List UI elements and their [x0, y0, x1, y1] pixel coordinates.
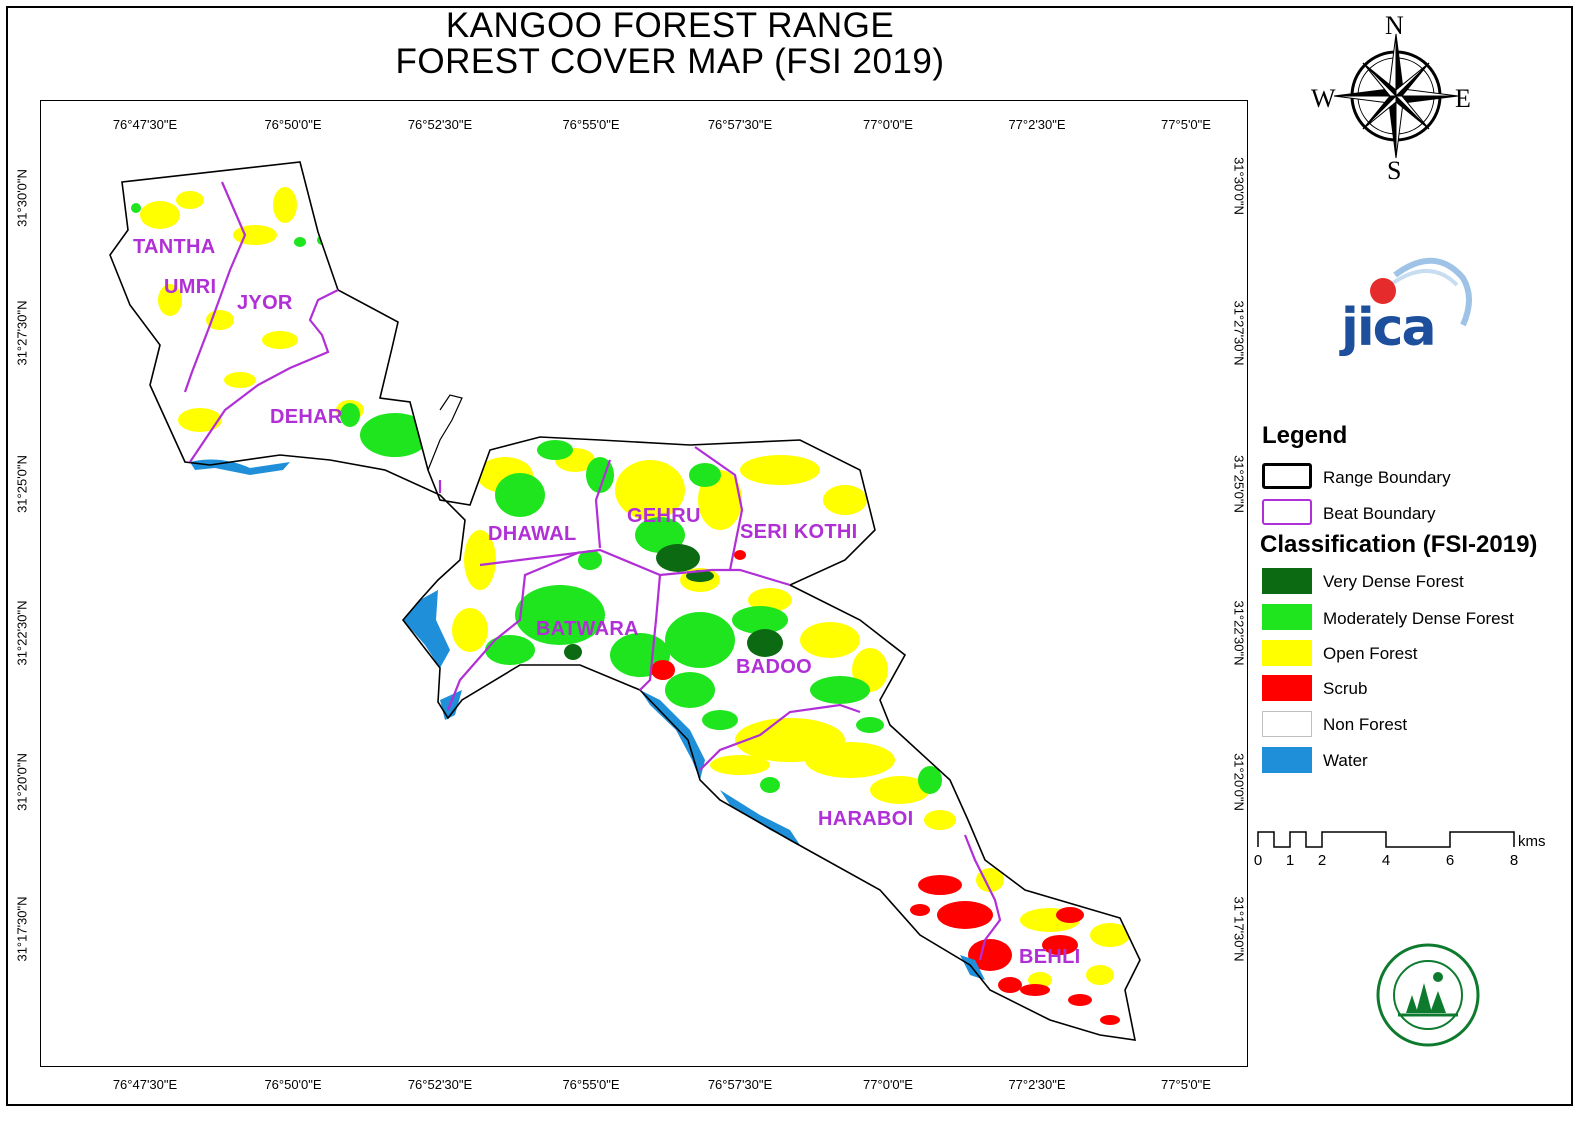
- legend-label-moderately-dense-forest: Moderately Dense Forest: [1323, 609, 1514, 628]
- legend-swatch-range-boundary: [1262, 463, 1312, 489]
- forest-department-seal: [1376, 943, 1480, 1047]
- beat-label-gehru: GEHRU: [627, 505, 701, 527]
- scale-label: 2: [1317, 852, 1327, 869]
- compass-west: W: [1311, 84, 1336, 113]
- beat-label-dhawal: DHAWAL: [488, 523, 577, 545]
- beat-label-seri-kothi: SERI KOTHI: [740, 521, 858, 543]
- legend-label-very-dense-forest: Very Dense Forest: [1323, 572, 1464, 591]
- jica-logo: [1370, 257, 1472, 327]
- lon-tick-top: 76°52'30"E: [407, 117, 473, 132]
- range-boundary: [109, 161, 1141, 1041]
- legend-swatch-moderately-dense-forest: [1262, 604, 1312, 630]
- lon-tick-bottom: 76°55'0"E: [562, 1077, 620, 1092]
- compass-south: S: [1387, 156, 1402, 185]
- lon-tick-top: 77°0'0"E: [863, 117, 913, 132]
- legend-label-beat-boundary: Beat Boundary: [1323, 504, 1436, 523]
- scale-label: 1: [1285, 852, 1295, 869]
- scale-label: 4: [1381, 852, 1391, 869]
- lon-tick-bottom: 76°57'30"E: [707, 1077, 773, 1092]
- lon-tick-top: 77°5'0"E: [1161, 117, 1211, 132]
- lon-tick-top: 76°57'30"E: [707, 117, 773, 132]
- lon-tick-bottom: 76°52'30"E: [407, 1077, 473, 1092]
- scrub-patches: [651, 550, 1120, 1025]
- legend-label-non-forest: Non Forest: [1323, 715, 1408, 734]
- beat-label-haraboi: HARABOI: [818, 808, 914, 830]
- legend-label-range-boundary: Range Boundary: [1323, 468, 1451, 487]
- map-title-line-2: FOREST COVER MAP (FSI 2019): [395, 42, 945, 81]
- compass-north: N: [1385, 11, 1404, 40]
- beat-label-tantha: TANTHA: [133, 236, 216, 258]
- outer-frame: [6, 6, 1573, 1106]
- legend-swatch-open-forest: [1262, 640, 1312, 666]
- legend-swatch-beat-boundary: [1262, 499, 1312, 525]
- beat-label-badoo: BADOO: [736, 656, 812, 678]
- lon-tick-bottom: 76°50'0"E: [264, 1077, 322, 1092]
- beat-label-dehar: DEHAR: [270, 406, 343, 428]
- legend-label-water: Water: [1323, 751, 1368, 770]
- legend-label-scrub: Scrub: [1323, 679, 1368, 698]
- beat-label-umri: UMRI: [164, 276, 217, 298]
- legend-title: Legend: [1262, 422, 1348, 449]
- lon-tick-top: 76°47'30"E: [112, 117, 178, 132]
- legend-label-open-forest: Open Forest: [1323, 644, 1418, 663]
- compass-east: E: [1455, 84, 1471, 113]
- legend-swatch-very-dense-forest: [1262, 568, 1312, 594]
- lon-tick-bottom: 77°2'30"E: [1008, 1077, 1066, 1092]
- classification-title: Classification (FSI-2019): [1260, 531, 1538, 558]
- beat-label-jyor: JYOR: [237, 292, 293, 314]
- lon-tick-bottom: 76°47'30"E: [112, 1077, 178, 1092]
- map-title-line-1: KANGOO FOREST RANGE: [445, 6, 895, 45]
- scale-label: 0: [1253, 852, 1263, 869]
- lon-tick-top: 76°50'0"E: [264, 117, 322, 132]
- river-inlet: [427, 394, 463, 471]
- beat-label-behli: BEHLI: [1019, 946, 1081, 968]
- very-dense-forest-patches: [564, 544, 783, 660]
- scale-label: 8: [1509, 852, 1519, 869]
- scale-unit: kms: [1518, 833, 1546, 850]
- legend-swatch-water: [1262, 747, 1312, 773]
- lon-tick-top: 77°2'30"E: [1008, 117, 1066, 132]
- open-forest-patches: [140, 187, 1130, 988]
- legend-swatch-scrub: [1262, 675, 1312, 701]
- jica-logo-text: jica: [1341, 298, 1437, 358]
- lon-tick-bottom: 77°0'0"E: [863, 1077, 913, 1092]
- lon-tick-bottom: 77°5'0"E: [1161, 1077, 1211, 1092]
- legend-swatch-non-forest: [1262, 711, 1312, 737]
- scale-label: 6: [1445, 852, 1455, 869]
- beat-boundaries: [183, 181, 1002, 961]
- map-frame: [40, 100, 1248, 1067]
- range-area: [110, 162, 1140, 1040]
- beat-label-batwara: BATWARA: [536, 618, 639, 640]
- lon-tick-top: 76°55'0"E: [562, 117, 620, 132]
